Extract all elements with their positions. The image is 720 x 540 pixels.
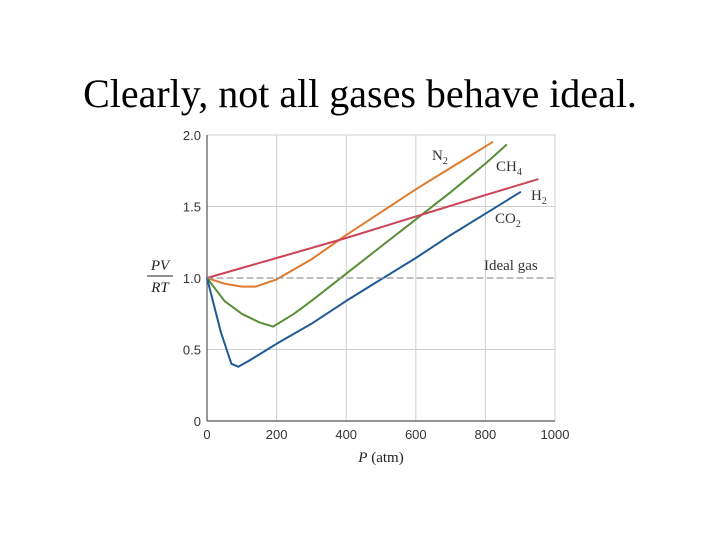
- tick-labels: 0 200 400 600 800 1000 0 0.5 1.0 1.5 2.0: [183, 128, 570, 442]
- series-label-ideal-gas: Ideal gas: [484, 258, 538, 274]
- y-tick-label: 1.0: [183, 271, 201, 286]
- series-line-n2: [206, 141, 494, 288]
- y-tick-label: 1.5: [183, 200, 201, 215]
- x-axis-label: P (atm): [357, 450, 403, 466]
- series-line-h2: [206, 178, 539, 279]
- x-tick-label: 0: [203, 427, 210, 442]
- x-tick-label: 600: [405, 427, 427, 442]
- y-axis-label-denominator: RT: [150, 280, 170, 296]
- series-lines: [206, 141, 556, 368]
- series-labels: N2 CH4 H2 CO2 Ideal gas: [432, 148, 547, 274]
- x-tick-label: 1000: [541, 427, 570, 442]
- slide-title: Clearly, not all gases behave ideal.: [83, 71, 637, 116]
- y-tick-label: 0: [194, 414, 201, 429]
- y-axis-label: PV RT: [147, 258, 173, 296]
- series-label-ch4: CH4: [496, 159, 522, 178]
- x-tick-label: 800: [475, 427, 497, 442]
- x-tick-label: 400: [335, 427, 357, 442]
- series-label-n2: N2: [432, 148, 448, 167]
- x-tick-label: 200: [266, 427, 288, 442]
- y-tick-label: 0.5: [183, 343, 201, 358]
- y-axis-label-numerator: PV: [150, 258, 171, 274]
- series-line-co2: [206, 191, 522, 368]
- series-label-h2: H2: [531, 188, 547, 207]
- y-tick-label: 2.0: [183, 128, 201, 143]
- series-label-co2: CO2: [495, 211, 521, 230]
- series-line-ch4: [206, 144, 508, 328]
